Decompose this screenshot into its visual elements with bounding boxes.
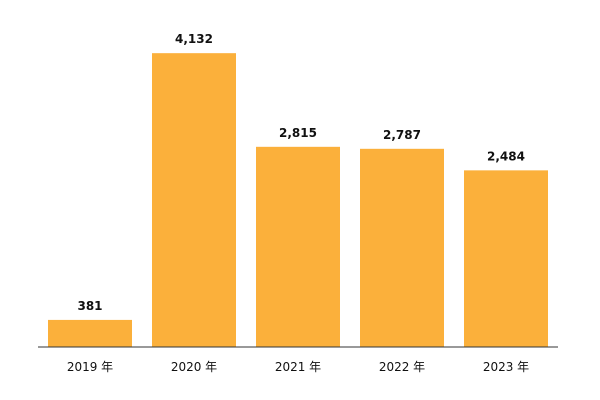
bar-1 xyxy=(152,53,236,348)
bar-value-label-0: 381 xyxy=(77,299,102,313)
bar-0 xyxy=(48,319,132,347)
x-tick-label-2: 2021 年 xyxy=(275,360,321,374)
bar-2 xyxy=(256,146,340,347)
value-labels-layer: 381 4,132 2,815 2,787 2,484 xyxy=(77,32,525,313)
bar-3 xyxy=(360,148,444,347)
x-tick-label-3: 2022 年 xyxy=(379,360,425,374)
bar-value-label-3: 2,787 xyxy=(383,128,421,142)
bars-layer xyxy=(48,53,548,348)
bar-4 xyxy=(464,170,548,347)
x-tick-label-0: 2019 年 xyxy=(67,360,113,374)
bar-value-label-4: 2,484 xyxy=(487,149,525,163)
x-tick-label-1: 2020 年 xyxy=(171,360,217,374)
bar-value-label-1: 4,132 xyxy=(175,32,213,46)
bar-value-label-2: 2,815 xyxy=(279,126,317,140)
x-tick-label-4: 2023 年 xyxy=(483,360,529,374)
x-tick-labels-layer: 2019 年 2020 年 2021 年 2022 年 2023 年 xyxy=(67,360,529,374)
